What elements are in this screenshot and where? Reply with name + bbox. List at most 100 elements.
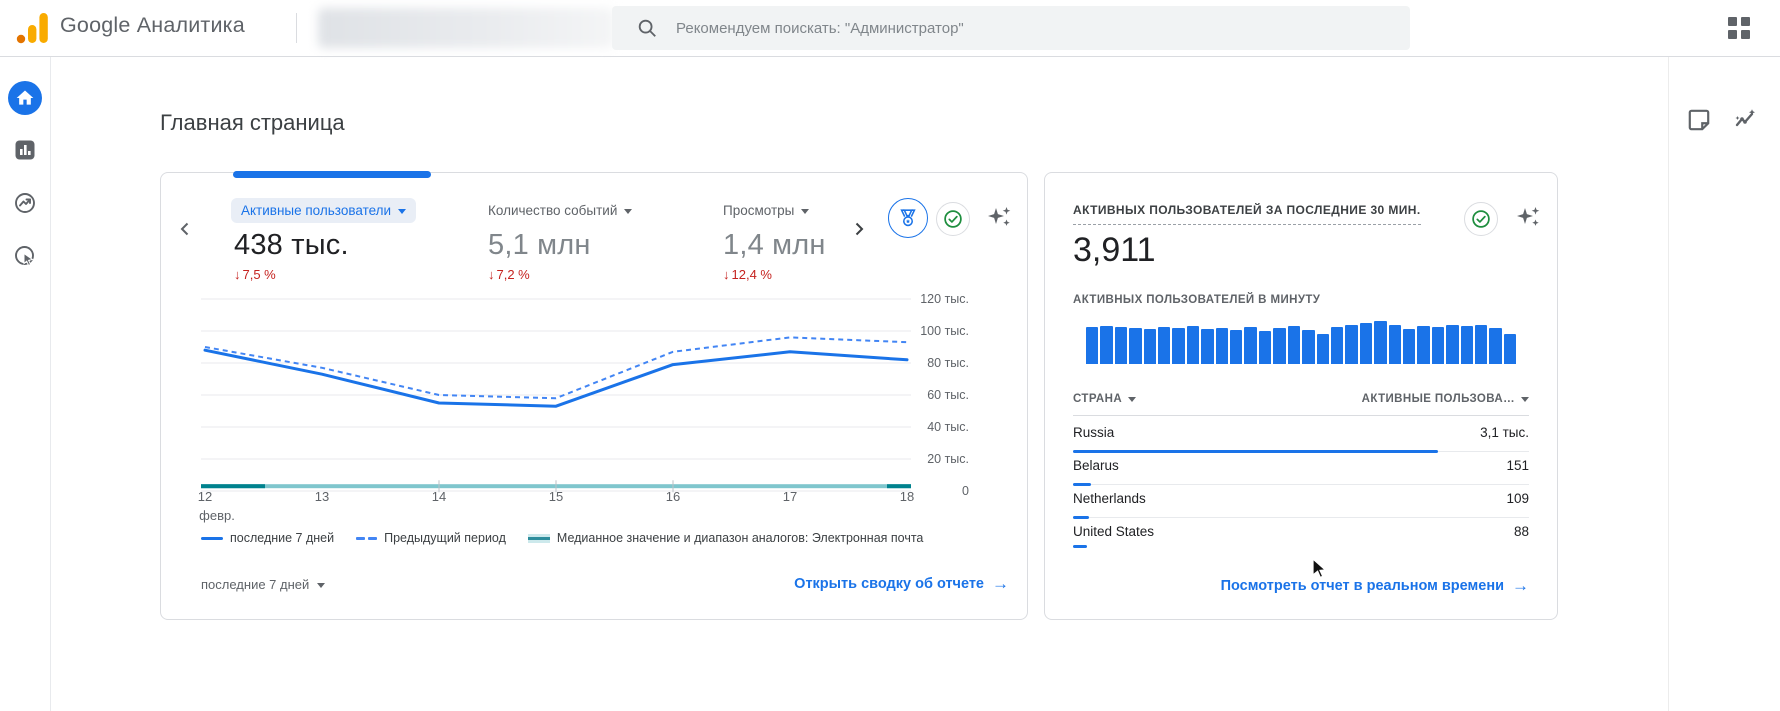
- open-report-snapshot-link[interactable]: Открыть сводку об отчете →: [794, 574, 1009, 593]
- table-row: Belarus 151: [1073, 452, 1529, 486]
- y-tick-label: 20 тыс.: [927, 452, 969, 466]
- sparkles-icon: [988, 207, 1011, 226]
- ai-insights-button[interactable]: [1512, 201, 1544, 233]
- y-tick-label: 40 тыс.: [927, 420, 969, 434]
- metrics-scroll-right-button[interactable]: [849, 219, 869, 239]
- right-arrow-icon: →: [1512, 576, 1529, 595]
- selected-tab-indicator: [233, 171, 431, 178]
- account-selector-blurred[interactable]: [318, 8, 614, 48]
- metric-delta-active-users: ↓ 7,5 %: [234, 267, 276, 282]
- country-column-header[interactable]: СТРАНА: [1073, 393, 1137, 405]
- x-tick-label: 16: [665, 489, 681, 504]
- active-users-column-header[interactable]: АКТИВНЫЕ ПОЛЬЗОВА…: [1362, 393, 1529, 405]
- per-minute-bar: [1172, 328, 1185, 364]
- y-tick-label: 120 тыс.: [920, 292, 969, 306]
- sidebar-item-reports[interactable]: [8, 133, 42, 167]
- chevron-left-icon: [180, 222, 189, 236]
- realtime-country-table: Russia 3,1 тыс. Belarus 151 Netherlands …: [1073, 419, 1529, 550]
- metric-tab-views[interactable]: Просмотры: [723, 203, 810, 218]
- country-users: 88: [1513, 524, 1529, 539]
- metric-tab-active-users[interactable]: Активные пользователи: [231, 198, 417, 223]
- realtime-active-users-value: 3,911: [1073, 231, 1156, 269]
- per-minute-bar: [1114, 327, 1128, 364]
- apps-grid-icon[interactable]: [1726, 15, 1752, 41]
- per-minute-bar: [1230, 330, 1243, 364]
- top-bar: Google Аналитика: [0, 0, 1780, 57]
- reports-snapshot-card: Активные пользователи 438 тыс. ↓ 7,5 % К…: [160, 171, 1028, 620]
- right-rail-divider: [1668, 57, 1669, 711]
- search-bar[interactable]: [612, 6, 1410, 50]
- google-analytics-logo-icon: [14, 10, 50, 46]
- per-minute-bar: [1474, 325, 1488, 364]
- table-row: United States 88: [1073, 518, 1529, 550]
- per-minute-bar: [1316, 334, 1329, 364]
- per-minute-bar: [1201, 329, 1214, 364]
- per-minute-bar: [1100, 326, 1113, 364]
- benchmark-badge-button[interactable]: [888, 198, 928, 238]
- down-arrow-icon: ↓: [723, 267, 730, 282]
- country-name: Belarus: [1073, 458, 1119, 473]
- period-dropdown[interactable]: последние 7 дней: [201, 577, 326, 592]
- dashed-line-swatch-icon: [356, 536, 378, 540]
- home-icon: [16, 90, 34, 105]
- realtime-table-header: СТРАНА АКТИВНЫЕ ПОЛЬЗОВА…: [1073, 393, 1529, 416]
- metric-delta-views: ↓ 12,4 %: [723, 267, 772, 282]
- table-row: Russia 3,1 тыс.: [1073, 419, 1529, 453]
- explore-trend-icon: [15, 193, 35, 213]
- notes-button[interactable]: [1682, 103, 1716, 137]
- view-realtime-report-link[interactable]: Посмотреть отчет в реальном времени →: [1220, 576, 1529, 595]
- x-tick-label: 18: [899, 489, 915, 504]
- per-minute-bar: [1431, 327, 1445, 364]
- legend-item-previous: Предыдущий период: [356, 531, 506, 545]
- medal-icon: [900, 209, 916, 227]
- legend-item-current: последние 7 дней: [201, 531, 334, 545]
- per-minute-bar: [1446, 325, 1459, 364]
- metric-tab-event-count[interactable]: Количество событий: [488, 203, 633, 218]
- band-swatch-icon: [527, 533, 550, 543]
- country-name: Russia: [1073, 425, 1115, 440]
- mouse-cursor: [1312, 558, 1328, 580]
- country-users: 109: [1506, 491, 1529, 506]
- left-nav-sidebar: [0, 57, 51, 711]
- data-quality-check-button[interactable]: [936, 202, 970, 236]
- country-bar: [1073, 450, 1438, 453]
- solid-line-swatch-icon: [201, 536, 223, 540]
- table-row: Netherlands 109: [1073, 485, 1529, 519]
- data-quality-check-button[interactable]: [1464, 202, 1498, 236]
- check-circle-icon: [1472, 210, 1490, 228]
- note-icon: [1688, 109, 1710, 131]
- per-minute-bar: [1330, 327, 1344, 364]
- chart-legend: последние 7 дней Предыдущий период Медиа…: [201, 531, 923, 545]
- down-arrow-icon: ↓: [488, 267, 495, 282]
- chevron-right-icon: [855, 222, 864, 236]
- insights-button[interactable]: [1728, 103, 1762, 137]
- per-minute-bar: [1086, 327, 1099, 364]
- sidebar-item-advertising[interactable]: [8, 239, 42, 273]
- x-tick-label: 12: [197, 489, 213, 504]
- y-tick-label: 60 тыс.: [927, 388, 969, 402]
- legend-item-median: Медианное значение и диапазон аналогов: …: [527, 531, 923, 545]
- country-users: 151: [1506, 458, 1529, 473]
- realtime-title: АКТИВНЫХ ПОЛЬЗОВАТЕЛЕЙ ЗА ПОСЛЕДНИЕ 30 М…: [1073, 203, 1421, 225]
- per-minute-bar: [1258, 331, 1272, 364]
- country-bar: [1073, 545, 1087, 548]
- ai-insights-button[interactable]: [983, 201, 1015, 233]
- chevron-down-icon: [317, 582, 326, 588]
- country-name: United States: [1073, 524, 1155, 539]
- search-icon: [636, 17, 658, 39]
- y-tick-label: 0: [962, 484, 969, 498]
- per-minute-bar: [1287, 326, 1301, 364]
- sidebar-item-explore[interactable]: [8, 186, 42, 220]
- check-circle-icon: [944, 210, 962, 228]
- per-minute-bar: [1417, 326, 1430, 364]
- chevron-down-icon: [801, 208, 810, 214]
- x-tick-label: 15: [548, 489, 564, 504]
- brand-title: Google Аналитика: [60, 13, 245, 37]
- metrics-scroll-left-button[interactable]: [175, 219, 195, 239]
- country-bar: [1073, 516, 1089, 519]
- search-input[interactable]: [674, 18, 1318, 38]
- country-bar: [1073, 483, 1091, 486]
- per-minute-bar: [1402, 329, 1416, 364]
- sidebar-item-home[interactable]: [8, 81, 42, 115]
- y-tick-label: 80 тыс.: [927, 356, 969, 370]
